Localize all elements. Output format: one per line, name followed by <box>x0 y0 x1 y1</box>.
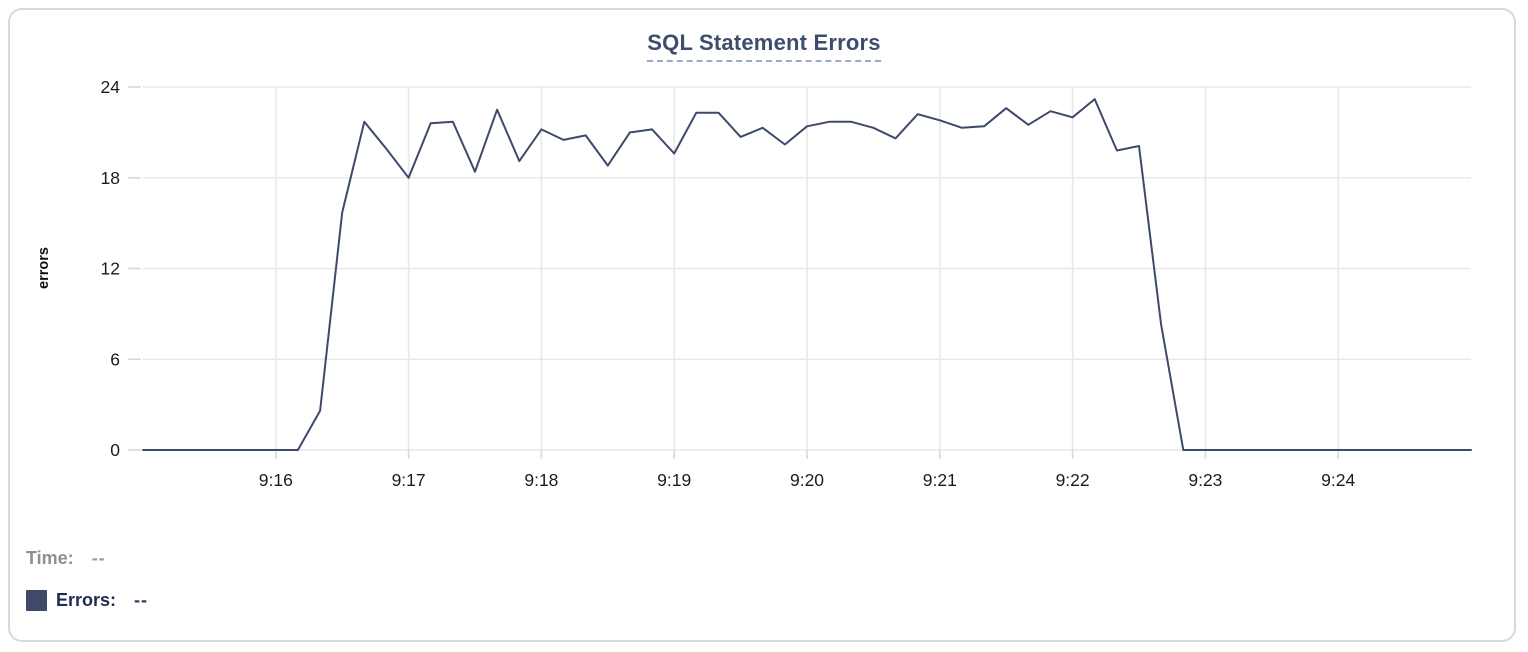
chart-card <box>8 8 1516 642</box>
tooltip-readout: Time: -- Errors: -- <box>26 546 148 630</box>
x-tick-label: 9:22 <box>1056 470 1090 490</box>
y-tick-label: 18 <box>101 168 120 188</box>
x-tick-label: 9:23 <box>1188 470 1222 490</box>
y-tick-label: 24 <box>101 77 121 97</box>
x-tick-label: 9:24 <box>1321 470 1355 490</box>
y-axis-title: errors <box>36 247 52 289</box>
y-tick-label: 6 <box>110 349 120 369</box>
chart-title-link[interactable]: SQL Statement Errors <box>647 30 881 62</box>
errors-series-line[interactable] <box>142 98 1472 451</box>
legend-errors-row: Errors: -- <box>26 588 148 612</box>
errors-line-chart[interactable]: 0 6 12 18 24 9:16 9:17 9:18 9:19 9:20 9:21 9:22 9:23… <box>0 0 1528 520</box>
errors-value: -- <box>134 589 149 610</box>
tooltip-time-row: Time: -- <box>26 546 148 570</box>
x-tick-label: 9:16 <box>259 470 293 490</box>
time-label: Time: <box>26 547 74 568</box>
x-tick-label: 9:19 <box>657 470 691 490</box>
errors-series-swatch <box>26 589 47 611</box>
time-value: -- <box>91 547 106 568</box>
y-tick-label: 12 <box>101 259 120 279</box>
x-tick-label: 9:17 <box>392 470 426 490</box>
errors-label: Errors: <box>56 589 117 610</box>
chart-header: SQL Statement Errors <box>0 30 1528 62</box>
x-tick-label: 9:18 <box>524 470 558 490</box>
x-tick-label: 9:20 <box>790 470 824 490</box>
x-tick-label: 9:21 <box>923 470 957 490</box>
y-tick-label: 0 <box>110 440 120 460</box>
